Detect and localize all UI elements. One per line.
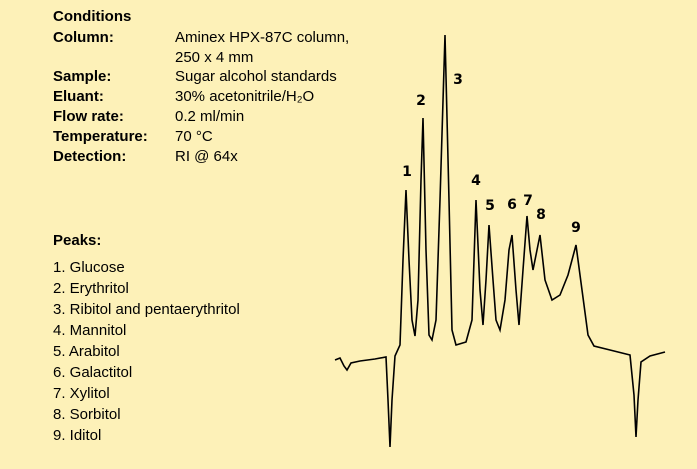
conditions-title: Conditions xyxy=(53,8,132,25)
peak-label: 9 xyxy=(571,220,581,236)
peak-label: 5 xyxy=(485,198,495,214)
condition-value: Sugar alcohol standards xyxy=(175,68,337,85)
peak-label: 8 xyxy=(536,207,546,223)
peak-item: 2. Erythritol xyxy=(53,280,129,297)
peak-item: 7. Xylitol xyxy=(53,385,110,402)
peak-item: 6. Galactitol xyxy=(53,364,133,381)
peak-item: 5. Arabitol xyxy=(53,343,120,360)
peak-label: 7 xyxy=(523,193,533,209)
peak-label: 4 xyxy=(471,173,481,189)
condition-label: Sample: xyxy=(53,68,112,85)
peak-label: 1 xyxy=(402,164,412,180)
condition-value: Aminex HPX-87C column, xyxy=(175,29,350,46)
condition-label: Temperature: xyxy=(53,128,148,145)
peak-label: 3 xyxy=(453,72,463,88)
peak-item: 4. Mannitol xyxy=(53,322,127,339)
condition-value: 250 x 4 mm xyxy=(175,49,254,66)
peak-item: 9. Iditol xyxy=(53,427,102,444)
condition-label: Eluant: xyxy=(53,88,104,105)
condition-value: 70 °C xyxy=(175,128,213,145)
condition-value: 0.2 ml/min xyxy=(175,108,245,125)
trace xyxy=(334,34,666,448)
peak-label: 6 xyxy=(507,197,517,213)
condition-label: Flow rate: xyxy=(53,108,124,125)
condition-label: Detection: xyxy=(53,148,127,165)
condition-value: 30% acetonitrile/H₂O xyxy=(175,88,315,105)
peak-label: 2 xyxy=(416,93,426,109)
peak-item: 1. Glucose xyxy=(53,259,125,276)
condition-label: Column: xyxy=(53,29,114,46)
condition-value: RI @ 64x xyxy=(175,148,238,165)
peaks-title: Peaks: xyxy=(53,232,102,249)
peak-item: 8. Sorbitol xyxy=(53,406,121,423)
peak-item: 3. Ribitol and pentaerythritol xyxy=(53,301,240,318)
